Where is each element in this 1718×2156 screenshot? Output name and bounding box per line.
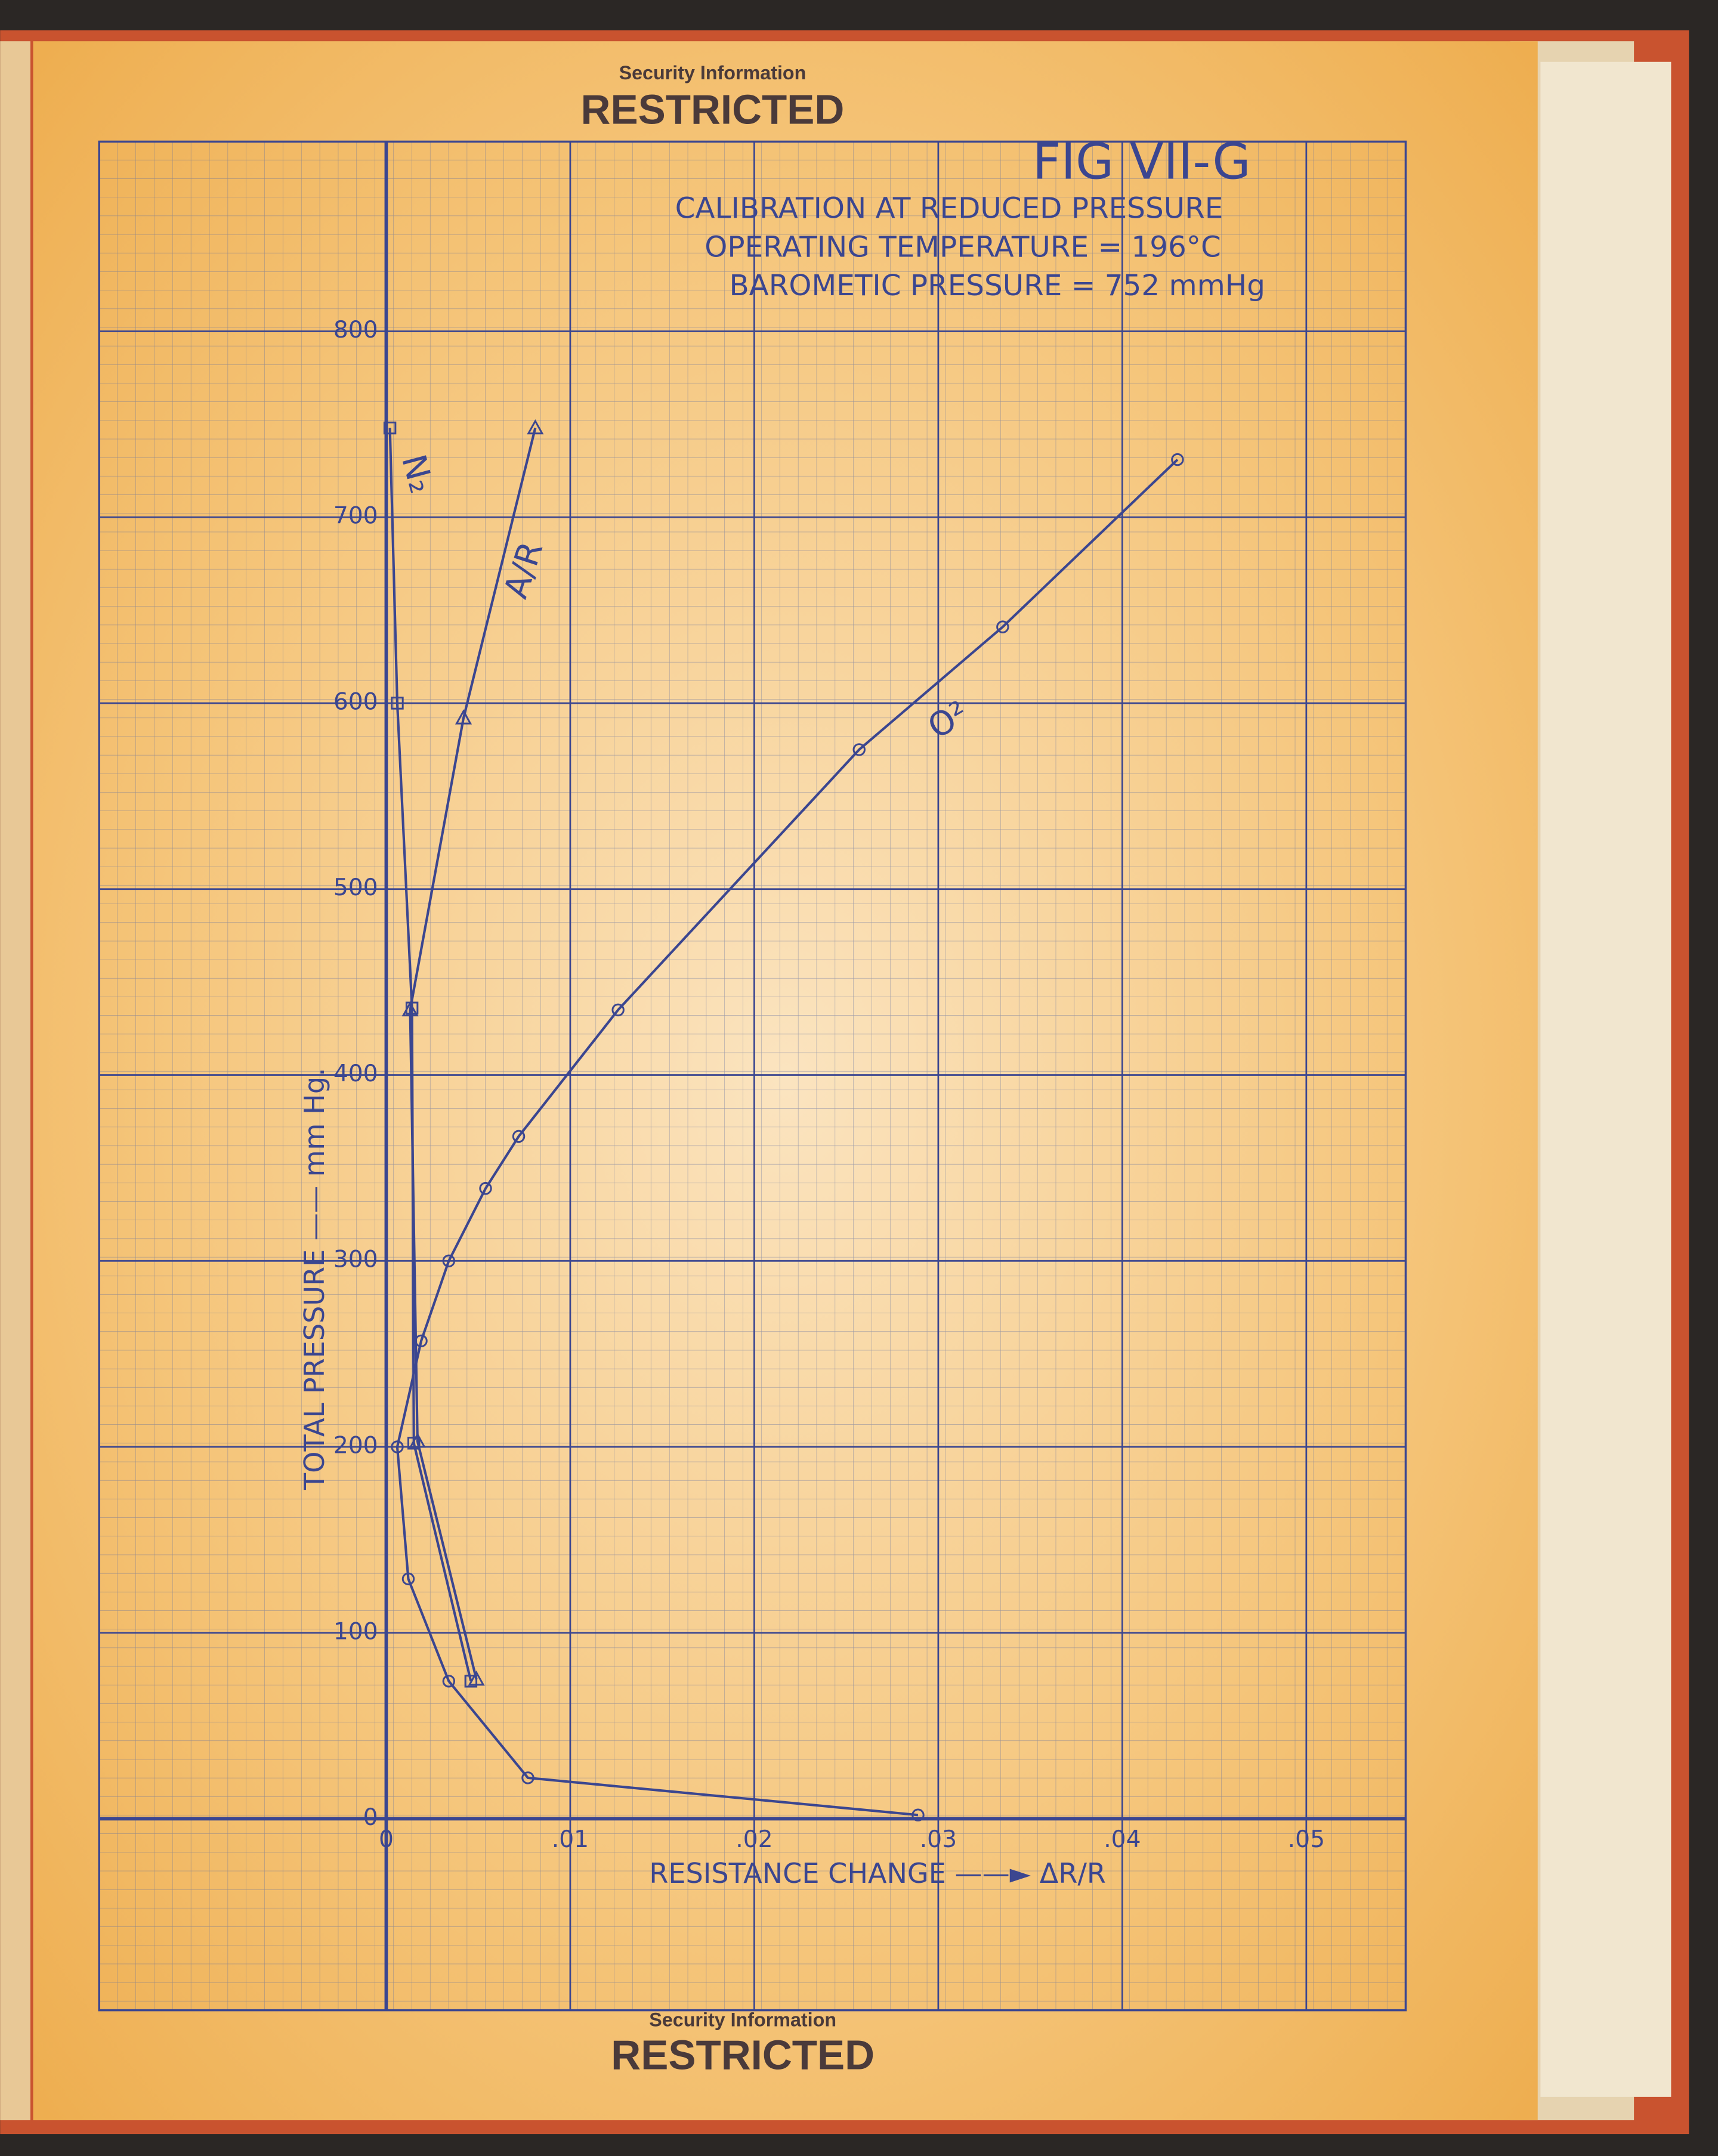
x-tick-label: .01 (552, 1826, 589, 1853)
y-tick-label: 300 (333, 1246, 378, 1273)
subtitle: BAROMETIC PRESSURE = 752 mmHg (729, 269, 1265, 302)
point (401, 1572, 415, 1586)
stamp: RESTRICTED (581, 86, 845, 132)
point (442, 1254, 456, 1267)
subtitle: OPERATING TEMPERATURE = 196°C (704, 230, 1221, 264)
y-axis-label: TOTAL PRESSURE —— mm Hg. (298, 1068, 330, 1490)
x-tick-label: 0 (379, 1826, 394, 1853)
point (442, 1675, 456, 1688)
point (405, 1001, 419, 1014)
y-tick-label: 200 (333, 1432, 378, 1459)
y-tick-label: 500 (333, 874, 378, 901)
series-line (388, 428, 472, 1682)
point (521, 1771, 534, 1784)
y-tick-label: 800 (333, 317, 378, 344)
stamp-small: Security Information (649, 2009, 836, 2031)
series-line (409, 428, 537, 1680)
y-tick-label: 400 (333, 1060, 378, 1087)
point (407, 1437, 421, 1450)
point (391, 697, 404, 710)
y-tick-label: 700 (333, 503, 378, 530)
point (527, 419, 544, 435)
subtitle: CALIBRATION AT REDUCED PRESSURE (675, 192, 1223, 225)
point (455, 709, 472, 725)
stamp-small: Security Information (619, 62, 807, 83)
point (479, 1181, 492, 1195)
point (996, 620, 1009, 633)
point (383, 421, 397, 435)
point (512, 1130, 526, 1143)
point (611, 1003, 625, 1017)
left-page (0, 41, 30, 2121)
y-tick-label: 100 (333, 1618, 378, 1645)
y-tick-label: 600 (333, 688, 378, 715)
point (1171, 453, 1184, 466)
series-line (395, 459, 1179, 1817)
x-axis-label: RESISTANCE CHANGE ——► ΔR/R (649, 1857, 1106, 1889)
point (391, 1440, 404, 1453)
x-tick-label: .05 (1288, 1826, 1325, 1853)
graph-paper (98, 140, 1407, 2012)
point (464, 1675, 478, 1688)
point (852, 743, 866, 756)
chart-title: FIG VII-G (1033, 133, 1251, 191)
x-tick-label: .03 (920, 1826, 957, 1853)
page-edges-inner (1540, 61, 1671, 2097)
point (911, 1808, 925, 1821)
x-tick-label: .04 (1104, 1826, 1141, 1853)
stamp: RESTRICTED (611, 2032, 875, 2078)
y-tick-label: 0 (363, 1804, 378, 1831)
x-tick-label: .02 (736, 1826, 773, 1853)
